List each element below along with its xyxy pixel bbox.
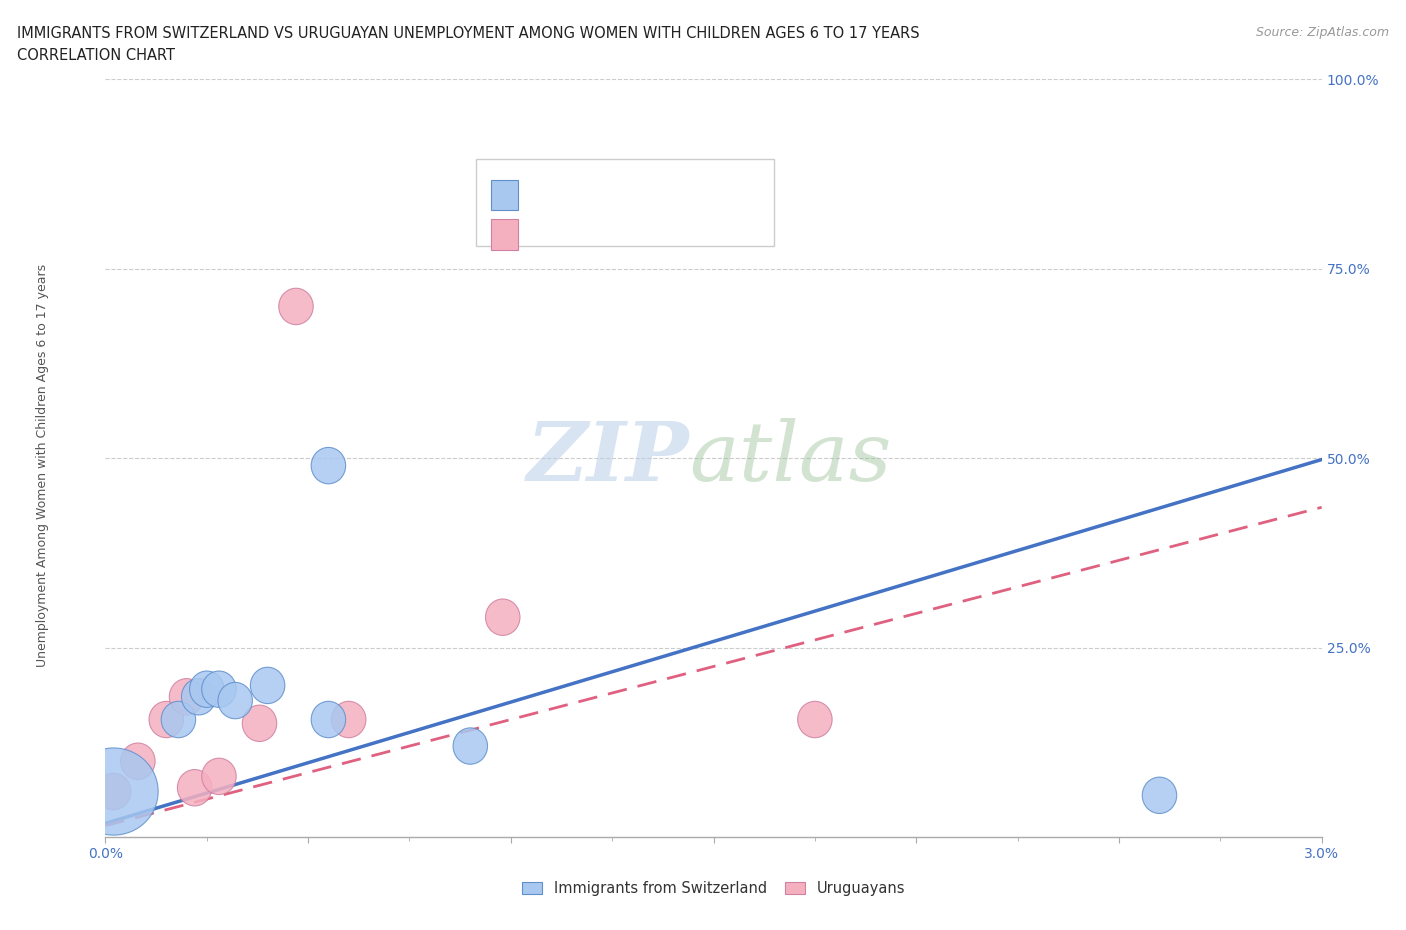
Ellipse shape (121, 743, 155, 779)
Ellipse shape (201, 758, 236, 794)
Ellipse shape (797, 701, 832, 737)
FancyBboxPatch shape (477, 159, 775, 246)
Ellipse shape (453, 728, 488, 764)
Text: Unemployment Among Women with Children Ages 6 to 17 years: Unemployment Among Women with Children A… (35, 263, 49, 667)
Ellipse shape (201, 671, 236, 708)
Ellipse shape (218, 683, 253, 719)
FancyBboxPatch shape (491, 219, 517, 249)
Ellipse shape (169, 679, 204, 715)
Ellipse shape (311, 701, 346, 737)
Ellipse shape (162, 701, 195, 737)
Text: R = 0.326   N = 11: R = 0.326 N = 11 (530, 179, 668, 195)
Text: CORRELATION CHART: CORRELATION CHART (17, 48, 174, 63)
Text: IMMIGRANTS FROM SWITZERLAND VS URUGUAYAN UNEMPLOYMENT AMONG WOMEN WITH CHILDREN : IMMIGRANTS FROM SWITZERLAND VS URUGUAYAN… (17, 26, 920, 41)
Ellipse shape (1142, 777, 1177, 814)
Ellipse shape (177, 769, 212, 806)
Ellipse shape (69, 748, 157, 835)
Ellipse shape (149, 701, 184, 737)
Ellipse shape (181, 679, 217, 715)
Ellipse shape (242, 705, 277, 741)
Ellipse shape (190, 671, 224, 708)
Ellipse shape (311, 447, 346, 484)
Legend: Immigrants from Switzerland, Uruguayans: Immigrants from Switzerland, Uruguayans (516, 875, 911, 902)
FancyBboxPatch shape (491, 179, 517, 210)
Ellipse shape (485, 599, 520, 635)
Ellipse shape (278, 288, 314, 325)
Ellipse shape (332, 701, 366, 737)
Text: Source: ZipAtlas.com: Source: ZipAtlas.com (1256, 26, 1389, 39)
Text: ZIP: ZIP (527, 418, 689, 498)
Ellipse shape (250, 667, 285, 704)
Ellipse shape (97, 774, 131, 810)
Text: R = 0.527   N = 11: R = 0.527 N = 11 (530, 219, 668, 234)
Text: atlas: atlas (689, 418, 891, 498)
